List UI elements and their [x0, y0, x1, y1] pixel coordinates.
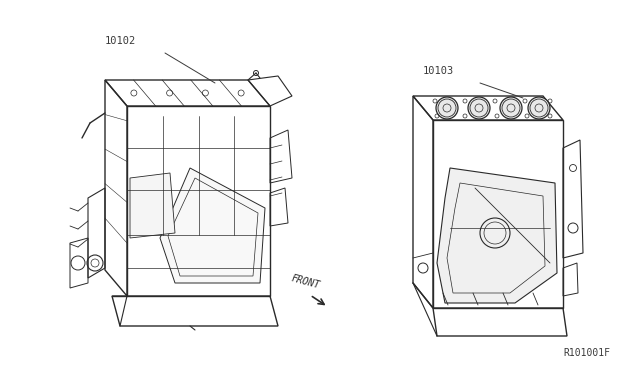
Polygon shape [160, 168, 265, 283]
Text: R101001F: R101001F [563, 348, 610, 358]
Text: FRONT: FRONT [290, 274, 321, 291]
Text: 10103: 10103 [423, 66, 454, 76]
Circle shape [436, 97, 458, 119]
Circle shape [468, 97, 490, 119]
Polygon shape [437, 168, 557, 303]
Polygon shape [130, 173, 175, 238]
Circle shape [500, 97, 522, 119]
Circle shape [528, 97, 550, 119]
Text: 10102: 10102 [105, 36, 136, 46]
